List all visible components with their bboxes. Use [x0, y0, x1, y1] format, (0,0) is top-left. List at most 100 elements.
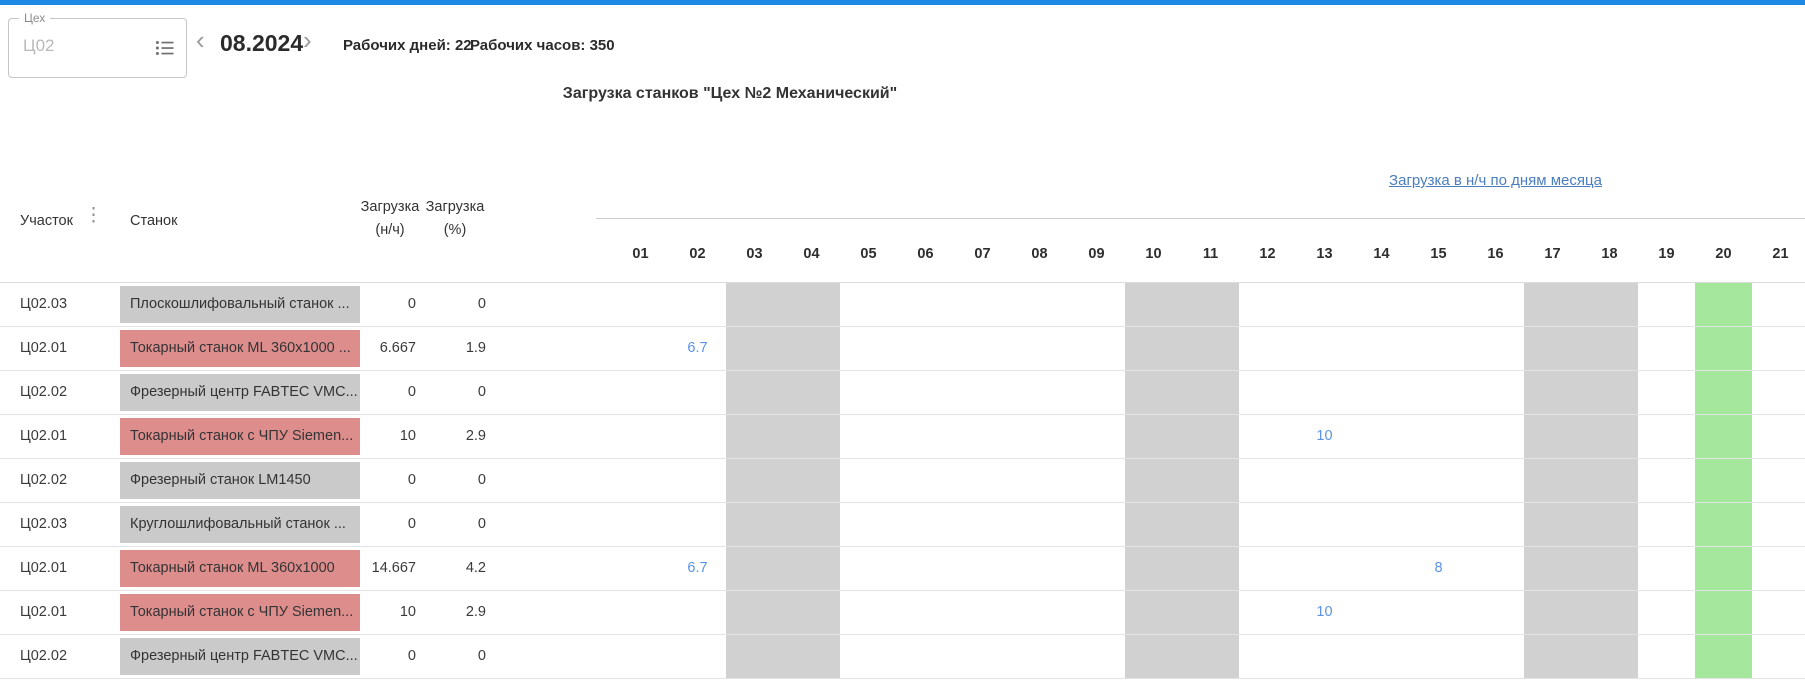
- day-cell-16: [1467, 503, 1524, 546]
- day-cell-03: [726, 283, 783, 326]
- day-cell-03: [726, 371, 783, 414]
- day-cell-17: [1524, 283, 1581, 326]
- day-cell-13: [1296, 459, 1353, 502]
- day-cell-10: [1125, 415, 1182, 458]
- day-cell-15: [1410, 283, 1467, 326]
- day-header-21: 21: [1772, 246, 1789, 262]
- day-cell-06: [897, 371, 954, 414]
- days-header-divider: [596, 218, 1805, 219]
- day-cell-20: [1695, 371, 1752, 414]
- day-cell-05: [840, 547, 897, 590]
- day-cell-15[interactable]: 8: [1434, 560, 1443, 576]
- day-cell-03: [726, 547, 783, 590]
- machine-status-chip: Токарный станок ML 360x1000: [120, 550, 360, 587]
- day-cell-19: [1638, 459, 1695, 502]
- day-cell-02: [669, 459, 726, 502]
- table-row: Ц02.02 Фрезерный станок LM1450 0 0: [0, 459, 1805, 503]
- day-cell-13[interactable]: 10: [1316, 428, 1333, 444]
- day-cell-15: [1410, 415, 1467, 458]
- day-cell-05: [840, 591, 897, 634]
- cell-stanok: Фрезерный центр FABTEC VMC...: [120, 371, 360, 414]
- day-cell-16: [1467, 371, 1524, 414]
- day-cell-11: [1182, 547, 1239, 590]
- cell-load-nch: 10: [399, 604, 416, 620]
- day-header-01: 01: [632, 246, 649, 262]
- day-header-02: 02: [689, 246, 706, 262]
- machine-status-chip: Фрезерный центр FABTEC VMC...: [120, 638, 360, 675]
- day-cell-16: [1467, 283, 1524, 326]
- day-cell-16: [1467, 415, 1524, 458]
- day-cell-17: [1524, 635, 1581, 678]
- day-cell-21: [1752, 415, 1805, 458]
- cell-spacer: [490, 283, 612, 326]
- day-cell-20: [1695, 415, 1752, 458]
- day-cell-21: [1752, 327, 1805, 370]
- day-cell-14: [1353, 635, 1410, 678]
- day-cell-20: [1695, 591, 1752, 634]
- day-header-17: 17: [1544, 246, 1561, 262]
- day-cell-01: [612, 591, 669, 634]
- prev-month-icon[interactable]: ‹: [196, 25, 205, 55]
- day-cell-02[interactable]: 6.7: [687, 560, 708, 576]
- day-header-12: 12: [1259, 246, 1276, 262]
- day-cell-18: [1581, 635, 1638, 678]
- cell-load-pct: 0: [477, 516, 486, 532]
- day-cell-19: [1638, 503, 1695, 546]
- day-cell-10: [1125, 503, 1182, 546]
- day-header-14: 14: [1373, 246, 1390, 262]
- day-cell-12: [1239, 415, 1296, 458]
- cell-uchastok: Ц02.01: [20, 428, 68, 444]
- day-cell-01: [612, 547, 669, 590]
- day-cell-17: [1524, 371, 1581, 414]
- day-cell-14: [1353, 283, 1410, 326]
- day-cell-17: [1524, 503, 1581, 546]
- day-cell-13[interactable]: 10: [1316, 604, 1333, 620]
- day-cell-16: [1467, 635, 1524, 678]
- day-cell-12: [1239, 591, 1296, 634]
- day-cell-02[interactable]: 6.7: [687, 340, 708, 356]
- day-cell-11: [1182, 591, 1239, 634]
- cell-spacer: [490, 503, 612, 546]
- next-month-icon[interactable]: ›: [303, 25, 312, 55]
- day-cell-18: [1581, 327, 1638, 370]
- day-cell-01: [612, 459, 669, 502]
- cell-load-nch: 0: [407, 384, 416, 400]
- day-cell-06: [897, 547, 954, 590]
- day-cell-05: [840, 415, 897, 458]
- list-icon[interactable]: [154, 38, 176, 58]
- day-cell-19: [1638, 327, 1695, 370]
- day-cell-08: [1011, 547, 1068, 590]
- machine-status-chip: Фрезерный станок LM1450: [120, 462, 360, 499]
- working-hours-label: Рабочих часов: 350: [470, 37, 615, 54]
- cell-stanok: Плоскошлифовальный станок ...: [120, 283, 360, 326]
- day-cell-02: [669, 503, 726, 546]
- cell-spacer: [490, 547, 612, 590]
- cell-load-pct: 0: [477, 648, 486, 664]
- day-cell-08: [1011, 371, 1068, 414]
- day-cell-12: [1239, 371, 1296, 414]
- day-header-05: 05: [860, 246, 877, 262]
- day-cell-03: [726, 635, 783, 678]
- cell-stanok: Фрезерный станок LM1450: [120, 459, 360, 502]
- day-cell-04: [783, 635, 840, 678]
- day-cell-15: [1410, 371, 1467, 414]
- table-row: Ц02.01 Токарный станок с ЧПУ Siemen... 10 2…: [0, 415, 1805, 459]
- day-cell-18: [1581, 591, 1638, 634]
- day-cell-08: [1011, 415, 1068, 458]
- shop-input[interactable]: [21, 35, 145, 57]
- day-cell-08: [1011, 503, 1068, 546]
- month-label[interactable]: 08.2024: [220, 30, 304, 56]
- day-cell-14: [1353, 591, 1410, 634]
- cell-load-pct: 0: [477, 472, 486, 488]
- day-cell-14: [1353, 459, 1410, 502]
- cell-spacer: [490, 415, 612, 458]
- column-menu-icon[interactable]: ⋮: [84, 205, 103, 226]
- day-cell-07: [954, 283, 1011, 326]
- table-row: Ц02.01 Токарный станок с ЧПУ Siemen... 10 2…: [0, 591, 1805, 635]
- machine-status-chip: Токарный станок ML 360x1000 ...: [120, 330, 360, 367]
- day-cell-11: [1182, 503, 1239, 546]
- day-cell-03: [726, 591, 783, 634]
- days-load-link[interactable]: Загрузка в н/ч по дням месяца: [1389, 172, 1602, 189]
- day-cell-07: [954, 591, 1011, 634]
- day-cell-01: [612, 371, 669, 414]
